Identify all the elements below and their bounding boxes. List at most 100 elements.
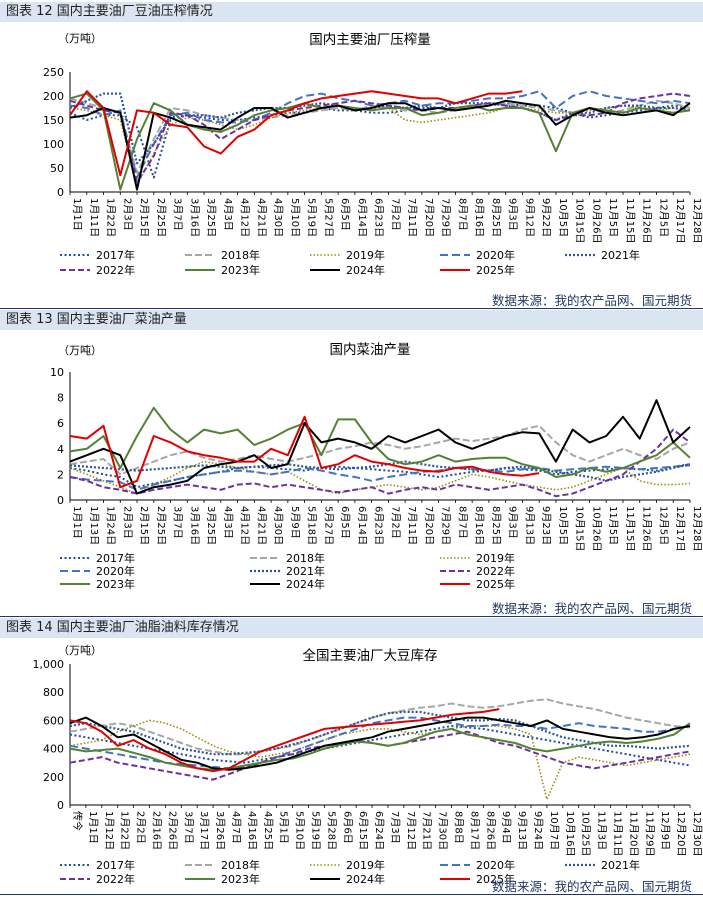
x-tick-label: 11月29日 [643,811,655,856]
x-tick-label: 11月11日 [612,811,624,856]
x-tick-label: 3月25日 [205,506,217,545]
x-tick-label: 4月3日 [222,506,234,539]
legend-label: 2021年 [601,858,640,872]
x-tick-label: 5月18日 [306,506,318,545]
x-tick-label: 9月12日 [523,198,535,237]
legend-label: 2017年 [96,551,135,565]
x-tick-label: 12月17日 [674,506,686,551]
x-tick-label: 1月13日 [88,506,100,545]
y-tick-label: 4 [57,443,64,456]
x-tick-label: 8月8日 [453,811,465,844]
figure-13-source: 数据来源：我的农产品网、国元期货 [491,601,692,616]
chart-title: 全国主要油厂大豆库存 [303,647,438,664]
x-tick-label: 8月16日 [473,506,485,545]
x-tick-label: 1月1日 [71,506,83,539]
x-tick-label: 4月12日 [239,506,251,545]
figure-13-divider [0,616,703,617]
legend-label: 2025年 [476,872,515,886]
x-tick-label: 7月29日 [440,198,452,237]
y-tick-label: 150 [43,114,64,127]
y-tick-label: 0 [57,186,64,199]
x-tick-label: 9月23日 [540,506,552,545]
x-tick-label: 5月27日 [322,506,334,545]
x-tick-label: 7月29日 [440,506,452,545]
series-line-2018年 [69,424,691,476]
y-tick-label: 1,000 [33,658,65,671]
figure-14-divider [0,894,703,895]
figure-12-header: 图表 12 国内主要油厂豆油压榨情况 [0,2,703,22]
legend-label: 2021年 [601,248,640,262]
legend-label: 2023年 [96,577,135,591]
legend-label: 2019年 [476,551,515,565]
x-tick-label: 12月17日 [674,198,686,243]
legend-label: 2023年 [221,872,260,886]
x-tick-label: 4月30日 [272,506,284,545]
chart-title: 国内主要油厂压榨量 [309,31,431,48]
x-tick-label: 4月3日 [222,198,234,231]
legend-label: 2025年 [476,577,515,591]
x-tick-label: 5月27日 [322,198,334,237]
x-tick-label: 2月15日 [138,198,150,237]
x-tick-label: 6月23日 [373,506,385,545]
x-tick-label: 4月12日 [239,198,251,237]
y-tick-label: 50 [50,162,64,175]
series-line-2024年 [69,399,691,495]
y-tick-label: 100 [43,138,64,151]
x-tick-label: 7月21日 [421,811,433,850]
series-line-2023年 [69,722,691,771]
y-tick-label: 400 [43,743,64,756]
x-tick-label: 5月10日 [289,198,301,237]
x-tick-label: 2月2日 [135,811,147,844]
x-tick-label: 6月6日 [341,811,353,844]
x-tick-label: 3月26日 [214,811,226,850]
x-tick-label: 10月5日 [557,198,569,237]
soybean-inventory-chart: 全国主要油厂大豆库存 （万吨） 0 200 400 600 800 1,000 传今 1月1日 1月… [33,644,703,886]
x-tick-label: 8月26日 [484,811,496,850]
x-tick-label: 2月3日 [121,506,133,539]
x-tick-label: 10月15日 [574,506,586,551]
legend-label: 2025年 [476,263,515,277]
series-line-2024年 [69,716,691,771]
series-line-2025年 [69,415,540,489]
x-tick-label: 8月16日 [473,198,485,237]
x-tick-label: 8月25日 [490,198,502,237]
x-tick-label: 2月25日 [155,506,167,545]
x-tick-label: 8月7日 [456,506,468,539]
x-tick-label: 4月21日 [255,506,267,545]
x-tick-label: 5月1日 [278,811,290,844]
legend-label: 2017年 [96,248,135,262]
x-tick-label: 9月24日 [532,811,544,850]
x-tick-label: 12月5日 [657,506,669,545]
x-tick-label: 9月22日 [540,198,552,237]
x-tick-label: 4月25日 [262,811,274,850]
x-tick-label: 9月4日 [500,811,512,844]
x-tick-label: 1月22日 [119,811,131,850]
series-line-2021年 [69,92,691,165]
x-tick-label: 1月24日 [105,506,117,545]
series-line-2018年 [69,698,691,756]
series-line-2023年 [69,92,691,191]
x-tick-label: 2月15日 [138,506,150,545]
x-tick-label: 1月1日 [87,811,99,844]
x-tick-label: 6月24日 [373,811,385,850]
x-tick-label: 3月16日 [188,506,200,545]
series-line-2023年 [69,406,691,478]
legend-label: 2018年 [221,248,260,262]
x-tick-label: 4月30日 [272,198,284,237]
x-tick-label: 7月30日 [437,811,449,850]
legend-label: 2020年 [96,564,135,578]
series-line-2019年 [69,719,691,801]
x-tick-label: 12月20日 [675,811,687,856]
legend-label: 2023年 [221,263,260,277]
x-tick-label: 6月14日 [356,198,368,237]
x-tick-label: 5月19日 [309,811,321,850]
x-tick-label: 11月5日 [607,506,619,545]
x-tick-label: 8月17日 [468,811,480,850]
x-tick-label: 6月14日 [356,506,368,545]
y-tick-label: 600 [43,714,64,727]
x-tick-label: 5月9日 [289,506,301,539]
x-tick-label: 3月25日 [205,198,217,237]
series-line-2025年 [69,90,523,177]
unit-label: （万吨） [58,32,102,45]
x-tick-label: 4月7日 [230,811,242,844]
